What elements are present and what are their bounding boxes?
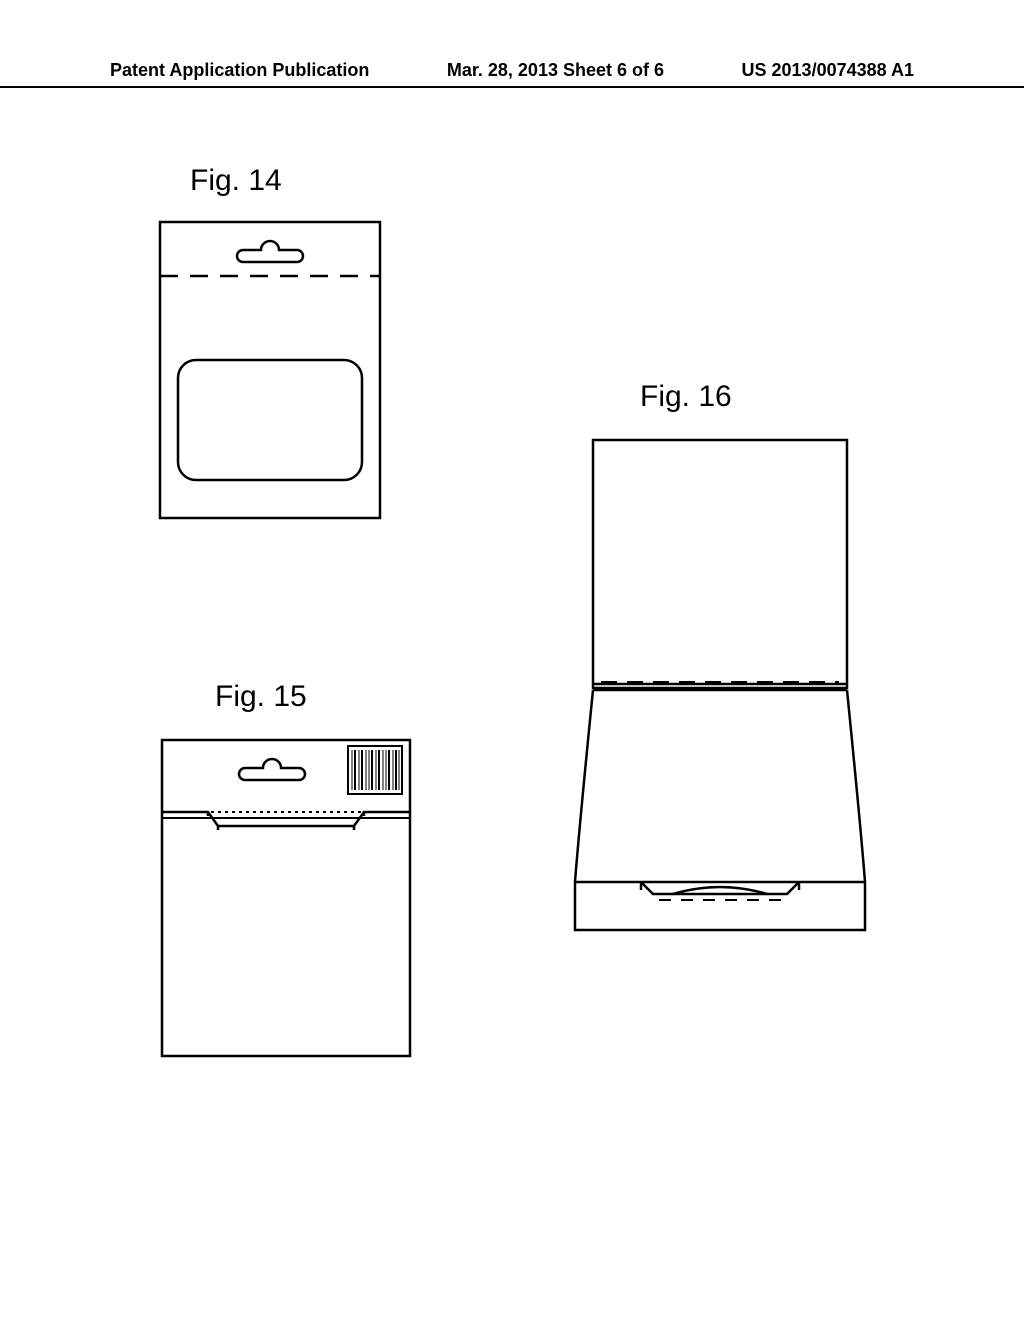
fig16-label: Fig. 16: [640, 380, 732, 414]
fig15-drawing: [152, 730, 422, 1070]
header-center: Mar. 28, 2013 Sheet 6 of 6: [447, 60, 664, 81]
fig15-label: Fig. 15: [215, 680, 307, 714]
fig14-label: Fig. 14: [190, 164, 282, 198]
fig14-drawing: [150, 210, 390, 530]
fig16-drawing: [555, 430, 885, 950]
header-right: US 2013/0074388 A1: [742, 60, 914, 81]
barcode-icon: [352, 750, 399, 790]
header-left: Patent Application Publication: [110, 60, 369, 81]
page-header: Patent Application Publication Mar. 28, …: [0, 86, 1024, 96]
